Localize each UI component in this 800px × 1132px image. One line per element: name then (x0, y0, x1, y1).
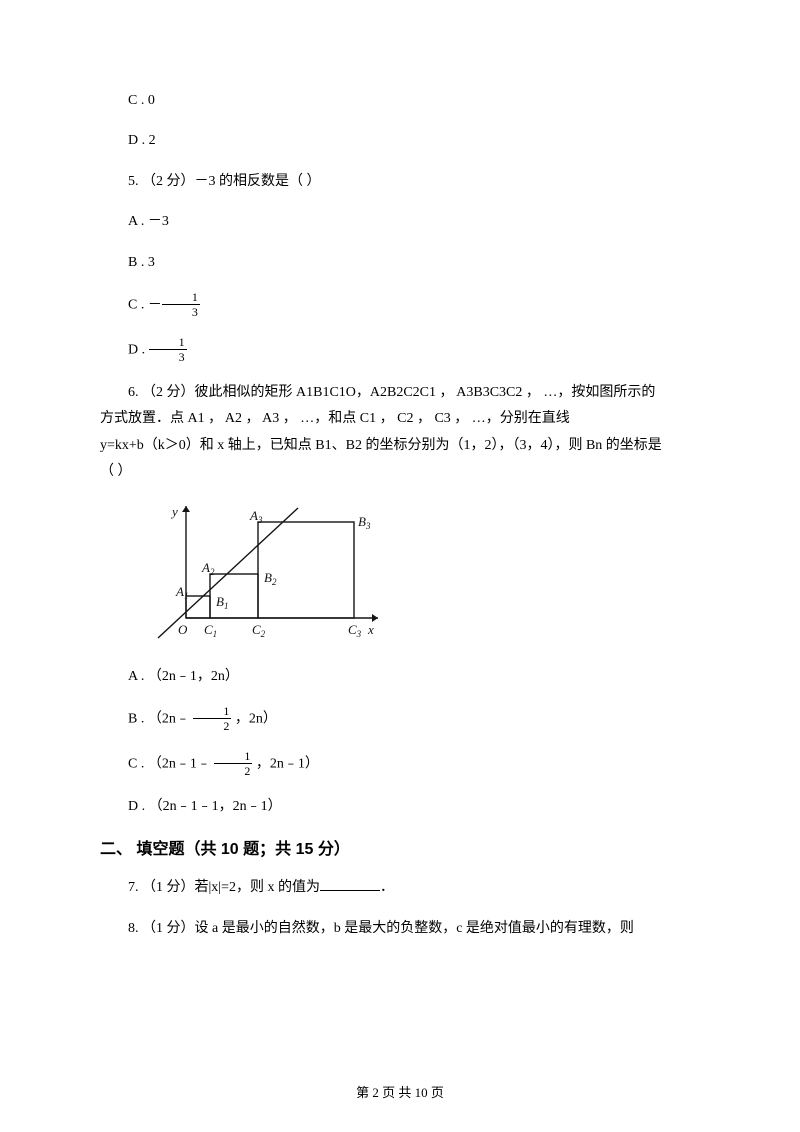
svg-text:C2: C2 (252, 622, 266, 639)
q6-b-pref: B . （2n﹣ (128, 712, 193, 727)
q5-c-num: 1 (162, 291, 200, 305)
q5-c-neg: － (148, 298, 162, 313)
page-footer: 第 2 页 共 10 页 (0, 1083, 800, 1104)
svg-text:C3: C3 (348, 622, 362, 639)
q5-stem: 5. （2 分）－3 的相反数是（ ） (100, 171, 700, 193)
q5-d-pref: D . (128, 343, 149, 358)
q6-b-num: 1 (193, 705, 231, 719)
q6-c-pref: C . （2n﹣1﹣ (128, 757, 214, 772)
q6-line1: 6. （2 分）彼此相似的矩形 A1B1C1O，A2B2C2C1 ， A3B3C… (100, 382, 700, 404)
q6-figure: OxyC1C2C3A1A2A3B1B2B3 (128, 498, 700, 656)
svg-text:B3: B3 (358, 514, 371, 531)
q6-option-b: B . （2n﹣ 12 ，2n） (100, 706, 700, 733)
q5-stem-a: 5. （2 分）－ (128, 174, 209, 189)
q6-line2: 方式放置．点 A1 ， A2 ， A3 ， …，和点 C1 ， C2 ， C3 … (100, 408, 700, 430)
q6-b-suf: ，2n） (231, 712, 277, 727)
q6-b-fraction: 12 (193, 705, 231, 732)
q6-line4: （ ） (100, 461, 700, 483)
q5-d-fraction: 13 (149, 336, 187, 363)
q5-b-pref: B . (128, 255, 148, 270)
q6-c-den: 2 (214, 764, 252, 777)
svg-text:A2: A2 (201, 560, 215, 577)
q5-c-fraction: 13 (162, 291, 200, 318)
q5-option-d: D . 13 (100, 337, 700, 364)
q5-stem-b: 的相反数是（ ） (216, 174, 321, 189)
q5-a-num: 3 (162, 214, 169, 229)
prev-option-c: C . 0 (100, 90, 700, 112)
q5-c-den: 3 (162, 305, 200, 318)
q6-b-den: 2 (193, 719, 231, 732)
q5-a-pref: A . － (128, 214, 162, 229)
q7-pre: 7. （1 分）若|x|=2，则 x 的值为 (128, 880, 320, 895)
q7-suf: ． (380, 880, 394, 895)
q6-c-fraction: 12 (214, 750, 252, 777)
q6-c-num: 1 (214, 750, 252, 764)
q5-d-den: 3 (149, 350, 187, 363)
q5-stem-num: 3 (209, 174, 216, 189)
q6-option-c: C . （2n﹣1﹣ 12 ，2n﹣1） (100, 751, 700, 778)
q5-option-b: B . 3 (100, 252, 700, 274)
svg-text:y: y (170, 504, 178, 519)
svg-text:O: O (178, 622, 188, 637)
q6-c-suf: ，2n﹣1） (252, 757, 319, 772)
q5-option-a: A . －3 (100, 211, 700, 233)
svg-text:x: x (367, 622, 374, 637)
svg-text:B1: B1 (216, 594, 228, 611)
q5-c-pref: C . (128, 298, 148, 313)
q5-option-c: C . －13 (100, 292, 700, 319)
q7-blank[interactable] (320, 876, 380, 891)
svg-text:B2: B2 (264, 570, 277, 587)
q7-stem: 7. （1 分）若|x|=2，则 x 的值为 ． (100, 876, 700, 899)
section-2-title: 二、 填空题（共 10 题；共 15 分） (100, 837, 700, 863)
q8-stem: 8. （1 分）设 a 是最小的自然数，b 是最大的负整数，c 是绝对值最小的有… (100, 918, 700, 940)
q5-b-num: 3 (148, 255, 155, 270)
q6-figure-svg: OxyC1C2C3A1A2A3B1B2B3 (128, 498, 388, 648)
svg-text:C1: C1 (204, 622, 217, 639)
q6-option-a: A . （2n﹣1，2n） (100, 666, 700, 688)
svg-text:A3: A3 (249, 508, 263, 525)
q6-option-d: D . （2n﹣1﹣1，2n﹣1） (100, 796, 700, 818)
q6-line3: y=kx+b（k＞0）和 x 轴上，已知点 B1、B2 的坐标分别为（1，2），… (100, 435, 700, 457)
prev-option-d: D . 2 (100, 130, 700, 152)
q5-d-num: 1 (149, 336, 187, 350)
